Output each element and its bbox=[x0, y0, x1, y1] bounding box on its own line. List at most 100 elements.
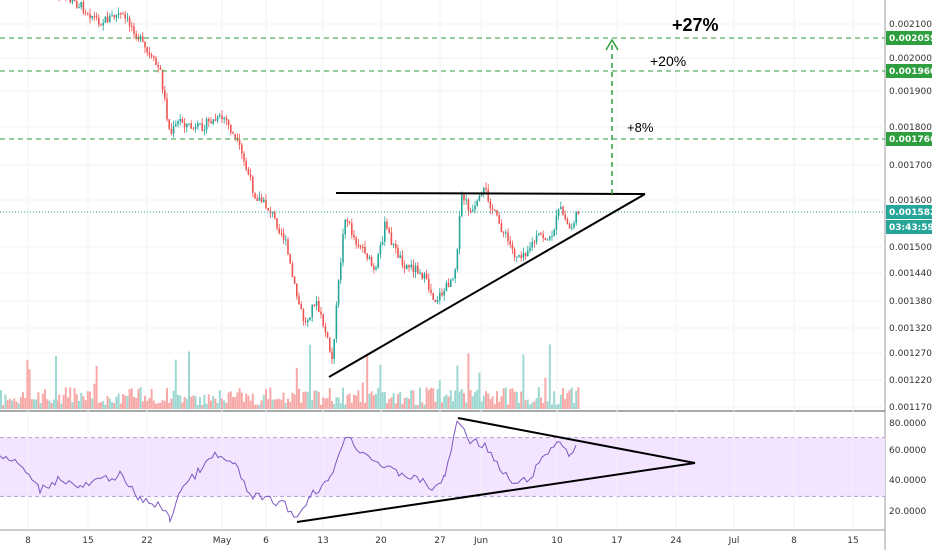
volume-bar bbox=[50, 402, 53, 409]
candle-body bbox=[577, 211, 580, 215]
volume-bar bbox=[515, 391, 518, 409]
volume-bar bbox=[86, 391, 89, 409]
candle-body bbox=[331, 351, 333, 360]
candle-body bbox=[366, 253, 368, 259]
candle-body bbox=[73, 0, 76, 2]
volume-bar bbox=[93, 383, 96, 409]
candle-body bbox=[221, 115, 223, 119]
candle-body bbox=[256, 198, 258, 201]
candle-body bbox=[216, 116, 219, 121]
volume-bar bbox=[146, 400, 149, 409]
volume-bar bbox=[559, 394, 562, 409]
candle-body bbox=[307, 320, 309, 323]
candle-body bbox=[509, 240, 511, 245]
volume-bar bbox=[302, 392, 305, 409]
candle-body bbox=[139, 36, 142, 40]
volume-bar bbox=[166, 387, 168, 409]
price-tick-label: 0.001900 bbox=[889, 87, 932, 97]
candle-body bbox=[505, 232, 507, 234]
price-axis-area[interactable] bbox=[885, 0, 932, 550]
candle-body bbox=[177, 121, 179, 125]
candle-body bbox=[447, 283, 450, 287]
target-level-label: 0.002059 bbox=[889, 34, 932, 44]
volume-bar bbox=[324, 398, 327, 409]
volume-bar bbox=[4, 394, 7, 409]
volume-bar bbox=[403, 398, 406, 409]
rsi-triangle-pattern[interactable] bbox=[296, 417, 696, 523]
rsi-support-line[interactable] bbox=[296, 462, 696, 523]
volume-bar bbox=[135, 397, 138, 409]
time-tick-label: 6 bbox=[263, 536, 269, 546]
volume-bar bbox=[260, 400, 263, 409]
candle-body bbox=[95, 16, 98, 18]
candle-body bbox=[247, 169, 250, 175]
candle-body bbox=[392, 243, 395, 246]
volume-bar bbox=[100, 402, 102, 409]
time-tick-label: 24 bbox=[670, 536, 682, 546]
volume-bar bbox=[221, 398, 223, 409]
volume-bar bbox=[240, 392, 243, 409]
candle-body bbox=[549, 236, 551, 240]
volume-bar bbox=[243, 401, 245, 409]
candle-body bbox=[443, 291, 445, 296]
price-tick-label: 0.001270 bbox=[889, 349, 932, 359]
candle-body bbox=[258, 197, 261, 201]
candle-body bbox=[478, 195, 481, 201]
price-tick-label: 0.001600 bbox=[889, 196, 932, 206]
candle-body bbox=[87, 13, 89, 15]
volume-bar bbox=[17, 403, 20, 409]
candle-body bbox=[566, 218, 569, 225]
candle-body bbox=[313, 304, 316, 306]
volume-bar bbox=[482, 395, 485, 409]
candle-body bbox=[535, 235, 538, 243]
candle-body bbox=[474, 205, 476, 210]
resistance-line[interactable] bbox=[335, 192, 646, 195]
triangle-pattern[interactable] bbox=[328, 192, 646, 378]
candle-body bbox=[432, 292, 434, 300]
candle-body bbox=[293, 276, 296, 284]
candle-body bbox=[183, 122, 186, 128]
volume-bar bbox=[126, 396, 129, 409]
candle-body bbox=[291, 263, 294, 277]
volume-bar bbox=[372, 395, 375, 409]
volume-bar bbox=[322, 397, 325, 409]
candle-body bbox=[252, 176, 254, 193]
candle-body bbox=[109, 15, 111, 23]
volume-bar bbox=[502, 388, 505, 409]
volume-bar bbox=[348, 393, 351, 409]
candle-body bbox=[278, 228, 280, 234]
volume-bar bbox=[223, 400, 226, 409]
volume-bar bbox=[75, 394, 78, 409]
target-levels bbox=[0, 37, 885, 140]
volume-bar bbox=[469, 390, 472, 409]
volume-bar bbox=[229, 391, 232, 409]
support-line[interactable] bbox=[328, 193, 646, 378]
volume-bar bbox=[214, 398, 217, 409]
volume-bar bbox=[487, 393, 490, 409]
target-level-label: 0.001960 bbox=[889, 67, 932, 77]
candle-body bbox=[370, 256, 373, 267]
volume-bar bbox=[489, 399, 492, 409]
candle-body bbox=[89, 14, 91, 19]
time-axis: 8 15 22 May 6 13 20 27 Jun 10 17 24 Jul 8 15 bbox=[25, 536, 859, 546]
volume-bar bbox=[388, 399, 391, 409]
volume-bar bbox=[320, 404, 322, 409]
volume-bar bbox=[557, 403, 560, 409]
volume-bar bbox=[172, 390, 175, 409]
volume-bar bbox=[60, 403, 63, 409]
candle-body bbox=[337, 280, 340, 305]
candle-body bbox=[386, 221, 388, 229]
volume-bar bbox=[210, 400, 212, 409]
candle-body bbox=[271, 212, 274, 214]
candle-body bbox=[412, 264, 415, 273]
rsi-resistance-line[interactable] bbox=[457, 417, 696, 464]
target-level-label: 0.001766 bbox=[889, 135, 932, 145]
candle-body bbox=[502, 232, 505, 234]
volume-bar bbox=[337, 397, 340, 409]
volume-bar bbox=[531, 402, 534, 409]
volume-bar bbox=[498, 401, 501, 409]
volume-bar bbox=[150, 388, 153, 409]
volume-bar bbox=[128, 389, 131, 409]
candle-body bbox=[487, 189, 489, 202]
